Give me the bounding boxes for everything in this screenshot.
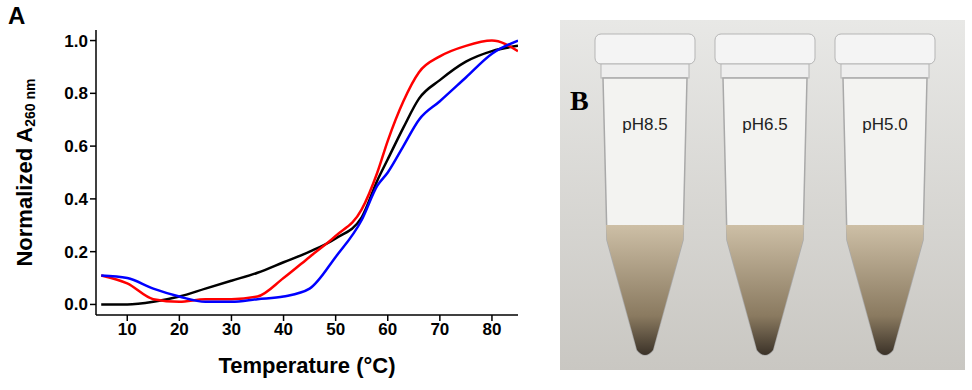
svg-text:pH8.5: pH8.5 [622, 115, 667, 134]
svg-text:30: 30 [222, 320, 241, 339]
svg-text:0.0: 0.0 [64, 295, 88, 314]
html-text:A: A [8, 2, 26, 29]
svg-text:0.8: 0.8 [64, 84, 88, 103]
svg-text:pH6.5: pH6.5 [742, 115, 787, 134]
svg-text:70: 70 [430, 320, 449, 339]
svg-text:10: 10 [118, 320, 137, 339]
svg-text:0.6: 0.6 [64, 137, 88, 156]
svg-text:pH5.0: pH5.0 [862, 115, 907, 134]
svg-text:40: 40 [274, 320, 293, 339]
svg-text:60: 60 [378, 320, 397, 339]
svg-text:80: 80 [482, 320, 501, 339]
svg-text:Normalized A260 nm: Normalized A260 nm [12, 78, 39, 266]
svg-text:0.2: 0.2 [64, 243, 88, 262]
svg-text:Temperature (°C): Temperature (°C) [218, 353, 395, 378]
svg-text:50: 50 [326, 320, 345, 339]
svg-text:20: 20 [170, 320, 189, 339]
svg-text:0.4: 0.4 [64, 190, 88, 209]
svg-text:1.0: 1.0 [64, 32, 88, 51]
svg-text:B: B [570, 85, 589, 116]
